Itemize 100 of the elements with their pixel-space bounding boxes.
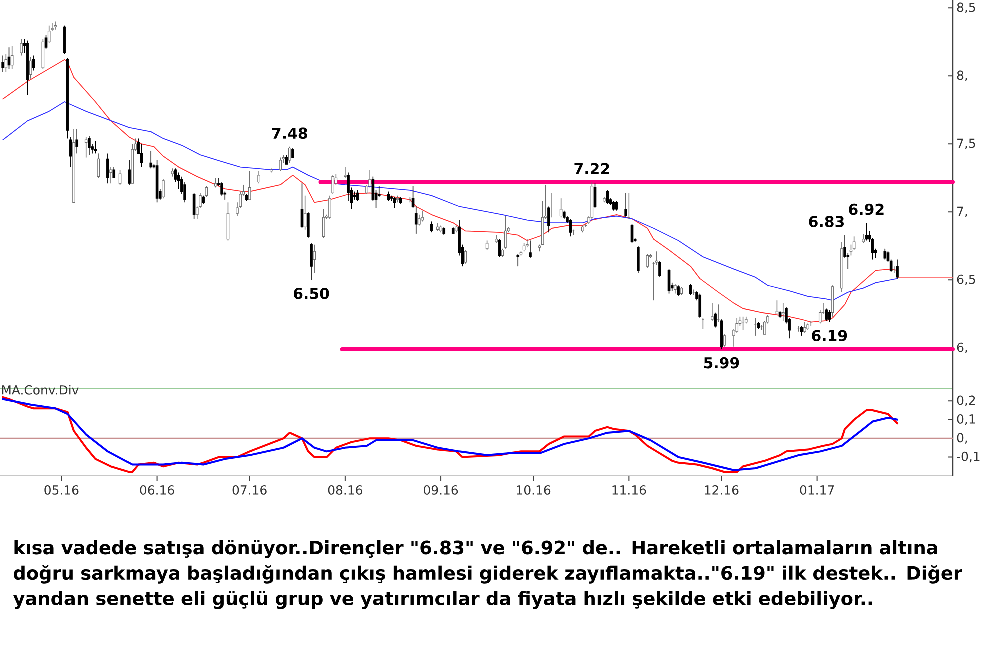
candlestick: [430, 221, 434, 233]
candlestick: [526, 238, 529, 248]
candlestick: [865, 222, 868, 242]
candlestick: [84, 136, 88, 158]
candlestick: [106, 153, 110, 184]
candlestick: [612, 200, 616, 212]
candlestick: [828, 310, 832, 323]
text: kısa vadede satışa dönüyor..Dirençler "6.83" ve "6.92" de.. Hareketli ortalamaların altına doğru sarkmaya başladığından çıkış hamlesi giderek zayıflamakta.."6.19" ilk destek.. Diğer yandan senette eli güçlü grup ve yatırımcılar da fiyata hızlı şekilde etki edebiliyor..: [13, 540, 962, 610]
candlestick: [307, 212, 310, 238]
candlestick: [825, 308, 828, 322]
y-tick-label: 7,5: [958, 138, 976, 150]
candlestick: [140, 144, 144, 168]
candlestick: [310, 243, 313, 281]
candlestick: [214, 178, 218, 188]
candlestick: [10, 46, 14, 70]
candlestick: [464, 250, 468, 264]
candlestick: [776, 300, 779, 315]
candlestick: [698, 293, 702, 319]
candlestick: [529, 240, 532, 259]
annotation: 5.99: [704, 357, 740, 369]
candlestick: [110, 166, 112, 184]
candlestick: [800, 326, 804, 336]
candlestick: [674, 284, 677, 294]
y-tick-label: 0,2: [957, 396, 976, 407]
candlestick: [88, 136, 91, 156]
candlestick: [637, 246, 640, 274]
candlestick: [516, 254, 520, 267]
candlestick: [29, 56, 32, 80]
candlestick: [884, 248, 887, 260]
candlestick: [288, 146, 292, 164]
y-tick-label: 0,1: [957, 414, 976, 426]
candlestick: [48, 25, 51, 44]
candlestick: [418, 214, 421, 226]
candlestick: [498, 238, 502, 258]
candlestick: [70, 136, 72, 168]
candlestick: [569, 218, 572, 238]
candlestick: [258, 170, 260, 184]
candlestick: [248, 170, 252, 200]
candlestick: [322, 209, 326, 238]
chart-title: MA.Conv.Div: [2, 385, 79, 395]
candlestick: [862, 234, 865, 244]
y-tick-label: 8,: [957, 70, 968, 82]
candlestick: [624, 192, 628, 218]
candlestick: [4, 54, 8, 72]
candlestick: [782, 302, 785, 322]
candlestick: [393, 196, 396, 208]
candlestick: [723, 334, 726, 348]
y-tick-label: 6,5: [957, 274, 976, 286]
candlestick: [548, 206, 550, 233]
candlestick: [421, 210, 424, 222]
candlestick: [387, 191, 390, 202]
x-tick-label: 05.16: [44, 486, 79, 495]
candlestick: [356, 190, 360, 202]
candlestick: [615, 200, 618, 212]
candlestick: [220, 182, 224, 196]
candlestick: [162, 179, 165, 199]
candlestick: [304, 195, 307, 230]
candlestick: [20, 39, 23, 56]
line-series: [2, 59, 898, 323]
y-tick-label: 8,5: [957, 2, 976, 14]
y-tick-label: 0,: [957, 433, 968, 444]
candlestick: [76, 128, 79, 154]
y-tick-label: 7,: [958, 206, 968, 218]
x-tick-label: 09.16: [424, 486, 458, 495]
x-tick-label: 01.17: [800, 486, 834, 495]
candlestick: [328, 195, 332, 220]
candlestick: [205, 186, 208, 198]
candlestick: [94, 141, 98, 154]
candlestick: [332, 175, 335, 195]
x-tick-label: 11.16: [612, 486, 646, 495]
candlestick: [313, 244, 316, 274]
candlestick: [714, 312, 717, 328]
candlestick: [285, 154, 288, 165]
candlestick: [560, 198, 563, 218]
candlestick: [300, 183, 304, 229]
annotation: 6.92: [849, 204, 884, 216]
annotation: 6.83: [809, 216, 844, 228]
annotation: 7.48: [272, 128, 308, 140]
candlestick: [150, 150, 153, 170]
candlestick: [378, 186, 381, 198]
x-tick-label: 12.16: [705, 486, 739, 495]
y-tick-label: -0,1: [957, 452, 980, 463]
candlestick: [646, 254, 650, 268]
candlestick: [344, 166, 347, 179]
candlestick: [2, 55, 4, 72]
annotation: 7.22: [574, 163, 610, 174]
x-tick-label: 07.16: [232, 486, 267, 495]
x-tick-label: 08.16: [328, 486, 362, 495]
annotation: 6.19: [812, 330, 848, 342]
x-tick-label: 06.16: [140, 486, 174, 495]
annotation: 6.50: [294, 288, 330, 300]
y-tick-label: 6,: [957, 342, 968, 354]
candlestick: [504, 216, 508, 250]
candlestick: [711, 302, 714, 322]
candlestick: [54, 21, 57, 30]
candlestick: [112, 166, 116, 179]
candlestick: [606, 190, 609, 204]
candlestick: [689, 284, 692, 296]
x-tick-label: 10.16: [517, 486, 551, 495]
candlestick: [32, 55, 36, 72]
